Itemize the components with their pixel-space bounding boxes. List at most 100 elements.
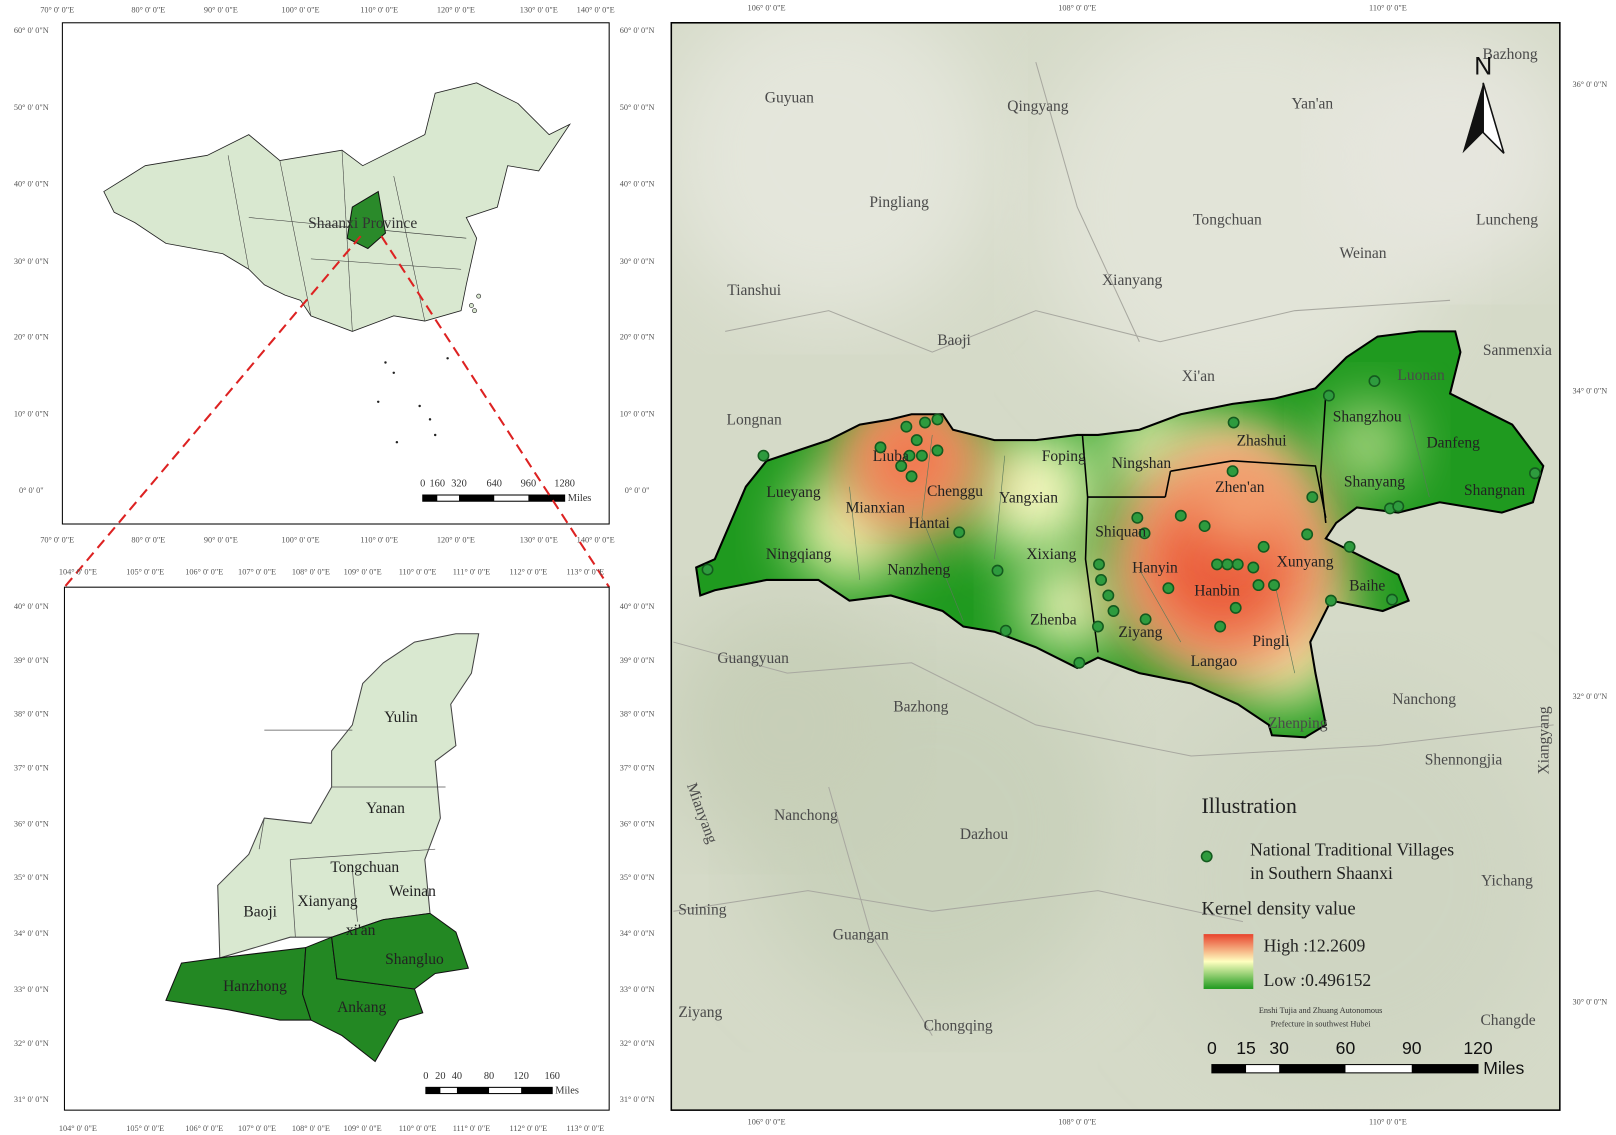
village-point [1211, 558, 1224, 571]
place-label: Lueyang [766, 484, 821, 501]
place-label: Langao [1191, 653, 1238, 670]
lat-label: 39° 0' 0"N [14, 656, 49, 665]
region-label: Hanzhong [223, 978, 287, 995]
scale-label: 960 [521, 479, 537, 490]
scale-segment [456, 1087, 490, 1094]
lon-label: 105° 0' 0"E [126, 568, 164, 577]
scale-label: 0 [1207, 1038, 1217, 1058]
lon-label: 100° 0' 0"E [282, 536, 320, 545]
lon-label: 111° 0' 0"E [453, 568, 490, 577]
lat-label: 60° 0' 0"N [14, 26, 49, 35]
lat-label: 33° 0' 0"N [620, 985, 655, 994]
legend-title: Illustration [1202, 794, 1298, 818]
scale-label: 60 [1336, 1038, 1356, 1058]
prefecture-border [258, 818, 265, 850]
lon-label: 106° 0' 0"E [185, 1124, 223, 1133]
island [469, 303, 474, 308]
prefecture-border [289, 859, 296, 938]
lon-label: 108° 0' 0"E [292, 568, 330, 577]
scale-segment [459, 495, 495, 502]
place-label: Shanyang [1344, 474, 1405, 491]
place-label: Shangzhou [1333, 408, 1402, 425]
place-label: Hanyin [1132, 560, 1178, 577]
lat-label: 0° 0' 0" [625, 486, 650, 495]
city-border [1170, 460, 1327, 518]
lat-label: 36° 0' 0"N [14, 819, 49, 828]
lat-label: 40° 0' 0"N [14, 179, 49, 188]
lon-label: 90° 0' 0"E [204, 536, 238, 545]
scale-label: 40 [452, 1071, 462, 1082]
scale-unit: Miles [568, 493, 592, 504]
lon-label: 112° 0' 0"E [510, 1124, 548, 1133]
scale-segment [425, 1087, 441, 1094]
place-label: Dazhou [960, 826, 1008, 843]
lon-label: 108° 0' 0"E [1058, 3, 1096, 12]
lon-label: 106° 0' 0"E [185, 568, 223, 577]
county-border [994, 455, 1006, 560]
lat-label: 32° 0' 0"N [1572, 692, 1607, 701]
village-point [931, 444, 944, 457]
place-label: Xixiang [1026, 546, 1076, 563]
island [418, 404, 421, 408]
lat-label: 40° 0' 0"N [14, 602, 49, 611]
place-label: Baoji [937, 332, 971, 349]
lat-label: 37° 0' 0"N [620, 763, 655, 772]
density-blob [1020, 559, 1114, 653]
island [433, 433, 437, 437]
province-border [341, 150, 353, 332]
region-label: Shangluo [385, 951, 444, 968]
village-point [1368, 375, 1381, 388]
village-point [1095, 573, 1108, 586]
map-note: Prefecture in southwest Hubei [1271, 1019, 1372, 1028]
county-border [1273, 579, 1296, 674]
lon-label: 80° 0' 0"E [131, 5, 165, 14]
place-label: Ningshan [1112, 455, 1172, 472]
lat-label: 35° 0' 0"N [14, 873, 49, 882]
village-point [1322, 389, 1335, 402]
main-map: Bazhong Guyuan Qingyang Yan'an Pingliang Tong… [671, 22, 1560, 1111]
city-border [1081, 434, 1099, 653]
province-border [227, 155, 250, 270]
lon-label: 140° 0' 0"E [577, 536, 615, 545]
village-point [1093, 558, 1105, 571]
lon-label: 111° 0' 0"E [453, 1124, 490, 1133]
lat-label: 40° 0' 0"N [620, 602, 655, 611]
region-outline [695, 330, 1545, 739]
lat-label: 50° 0' 0"N [620, 103, 655, 112]
village-point [1343, 540, 1356, 553]
zoom-line [63, 235, 362, 588]
place-label: Ziyang [678, 1004, 722, 1021]
place-label: Weinan [1340, 245, 1387, 262]
region-label: xi'an [346, 922, 376, 939]
lon-label: 110° 0' 0"E [360, 536, 398, 545]
lat-label: 0° 0' 0" [19, 486, 44, 495]
village-point [1252, 579, 1265, 592]
place-label: Zhenping [1268, 715, 1328, 732]
lon-label: 113° 0' 0"E [566, 568, 604, 577]
village-point [931, 413, 944, 426]
scale-label: 80 [484, 1071, 494, 1082]
place-label: Yichang [1481, 872, 1533, 889]
place-label: Longnan [727, 412, 782, 429]
lat-label: 38° 0' 0"N [620, 710, 655, 719]
place-label: Bazhong [1483, 46, 1538, 63]
village-point [900, 420, 913, 433]
province-border [279, 160, 312, 316]
lon-label: 108° 0' 0"E [1058, 1118, 1096, 1127]
lat-label: 30° 0' 0"N [620, 257, 655, 266]
place-label: Shiquan [1095, 523, 1146, 540]
scale-label: 0 [423, 1071, 428, 1082]
prefecture-border [351, 869, 358, 922]
highlight-label: Shaanxi Province [308, 215, 417, 232]
scale-label: 15 [1236, 1038, 1256, 1058]
panel-frame [670, 22, 1561, 1111]
lon-label: 110° 0' 0"E [399, 1124, 437, 1133]
place-label: Yan'an [1291, 96, 1333, 113]
county-border [921, 434, 964, 622]
place-label: Shangnan [1464, 482, 1525, 499]
village-point [1386, 593, 1399, 606]
place-label: Pingli [1252, 633, 1290, 650]
village-point [1139, 613, 1152, 626]
scale-label: 90 [1402, 1038, 1422, 1058]
